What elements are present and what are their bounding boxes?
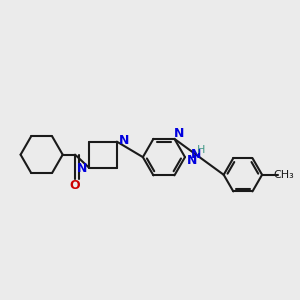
Text: N: N xyxy=(187,154,197,167)
Text: H: H xyxy=(197,145,206,155)
Text: N: N xyxy=(77,162,87,176)
Text: N: N xyxy=(191,148,201,161)
Text: N: N xyxy=(118,134,129,147)
Text: CH₃: CH₃ xyxy=(273,170,294,180)
Text: O: O xyxy=(70,179,80,192)
Text: N: N xyxy=(174,128,184,140)
